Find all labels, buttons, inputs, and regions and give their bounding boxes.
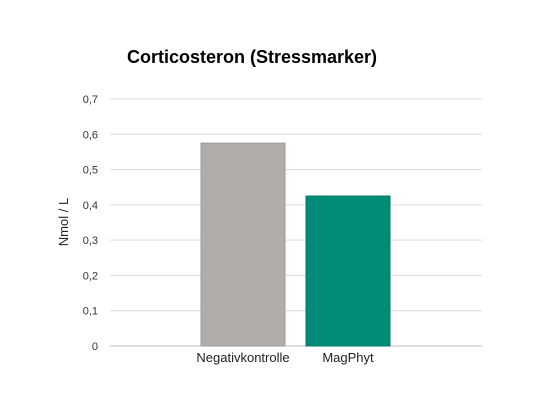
y-tick-label: 0,6 [83, 129, 98, 141]
y-tick-label: 0,1 [83, 306, 98, 318]
bar-magphyt [305, 195, 391, 347]
bars [200, 142, 391, 347]
y-tick-label: 0,7 [83, 94, 98, 106]
bar-negativkontrolle [200, 142, 286, 347]
y-axis-ticks: 0 0,1 0,2 0,3 0,4 0,5 0,6 0,7 [83, 94, 98, 353]
y-tick-label: 0,2 [83, 270, 98, 282]
x-axis-categories: Negativkontrolle MagPhyt [196, 350, 374, 365]
y-axis-label: Nmol / L [56, 198, 71, 246]
chart-title: Corticosteron (Stressmarker) [127, 47, 377, 67]
category-label: MagPhyt [322, 350, 374, 365]
category-label: Negativkontrolle [196, 350, 289, 365]
gridlines [110, 98, 482, 347]
y-tick-label: 0,5 [83, 165, 98, 177]
y-tick-label: 0,3 [83, 235, 98, 247]
y-tick-label: 0 [92, 341, 98, 353]
y-tick-label: 0,4 [83, 200, 98, 212]
